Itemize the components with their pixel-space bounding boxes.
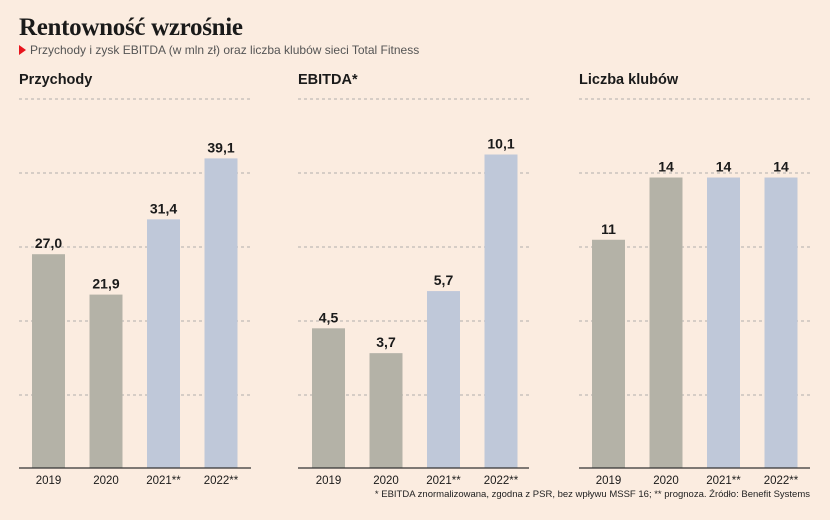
x-tick-label: 2021** [706,475,741,487]
bar-value-label: 27,0 [35,235,62,251]
x-tick-label: 2021** [426,475,461,487]
x-tick-label: 2020 [373,475,399,487]
bar-value-label: 14 [773,159,789,175]
bar [764,177,798,468]
bar [427,291,460,468]
panel-title: Przychody [19,72,92,88]
panel-title: Liczba klubów [579,72,679,88]
bar [312,328,345,468]
bar [89,294,123,468]
bar-value-label: 14 [658,159,674,175]
x-tick-label: 2022** [484,475,519,487]
bar-value-label: 39,1 [207,139,234,155]
x-tick-label: 2021** [146,475,181,487]
bar [649,177,683,468]
bar [484,154,518,468]
x-tick-label: 2022** [764,475,799,487]
x-tick-label: 2019 [596,475,622,487]
bar-value-label: 11 [601,221,616,237]
bar [147,219,180,468]
x-tick-label: 2019 [316,475,342,487]
x-tick-label: 2020 [93,475,119,487]
bar [369,353,403,468]
chart-title: Rentowność wzrośnie [19,14,243,41]
bar [592,239,625,468]
footnote: * EBITDA znormalizowana, zgodna z PSR, b… [374,489,810,500]
chart-subtitle: Przychody i zysk EBITDA (w mln zł) oraz … [19,43,419,57]
bar-value-label: 5,7 [434,272,454,288]
panel-title: EBITDA* [298,72,358,88]
x-tick-label: 2020 [653,475,679,487]
bar-value-label: 21,9 [92,276,119,292]
x-tick-label: 2019 [36,475,62,487]
bar [204,158,238,468]
bar-value-label: 10,1 [487,135,514,151]
bar-value-label: 3,7 [376,334,396,350]
x-tick-label: 2022** [204,475,239,487]
bar-value-label: 4,5 [319,309,339,325]
bar-value-label: 31,4 [150,200,177,216]
bar [32,254,65,468]
bar-value-label: 14 [716,159,732,175]
triangle-marker-icon [19,45,26,55]
subtitle-text: Przychody i zysk EBITDA (w mln zł) oraz … [30,43,420,57]
bar [707,177,740,468]
